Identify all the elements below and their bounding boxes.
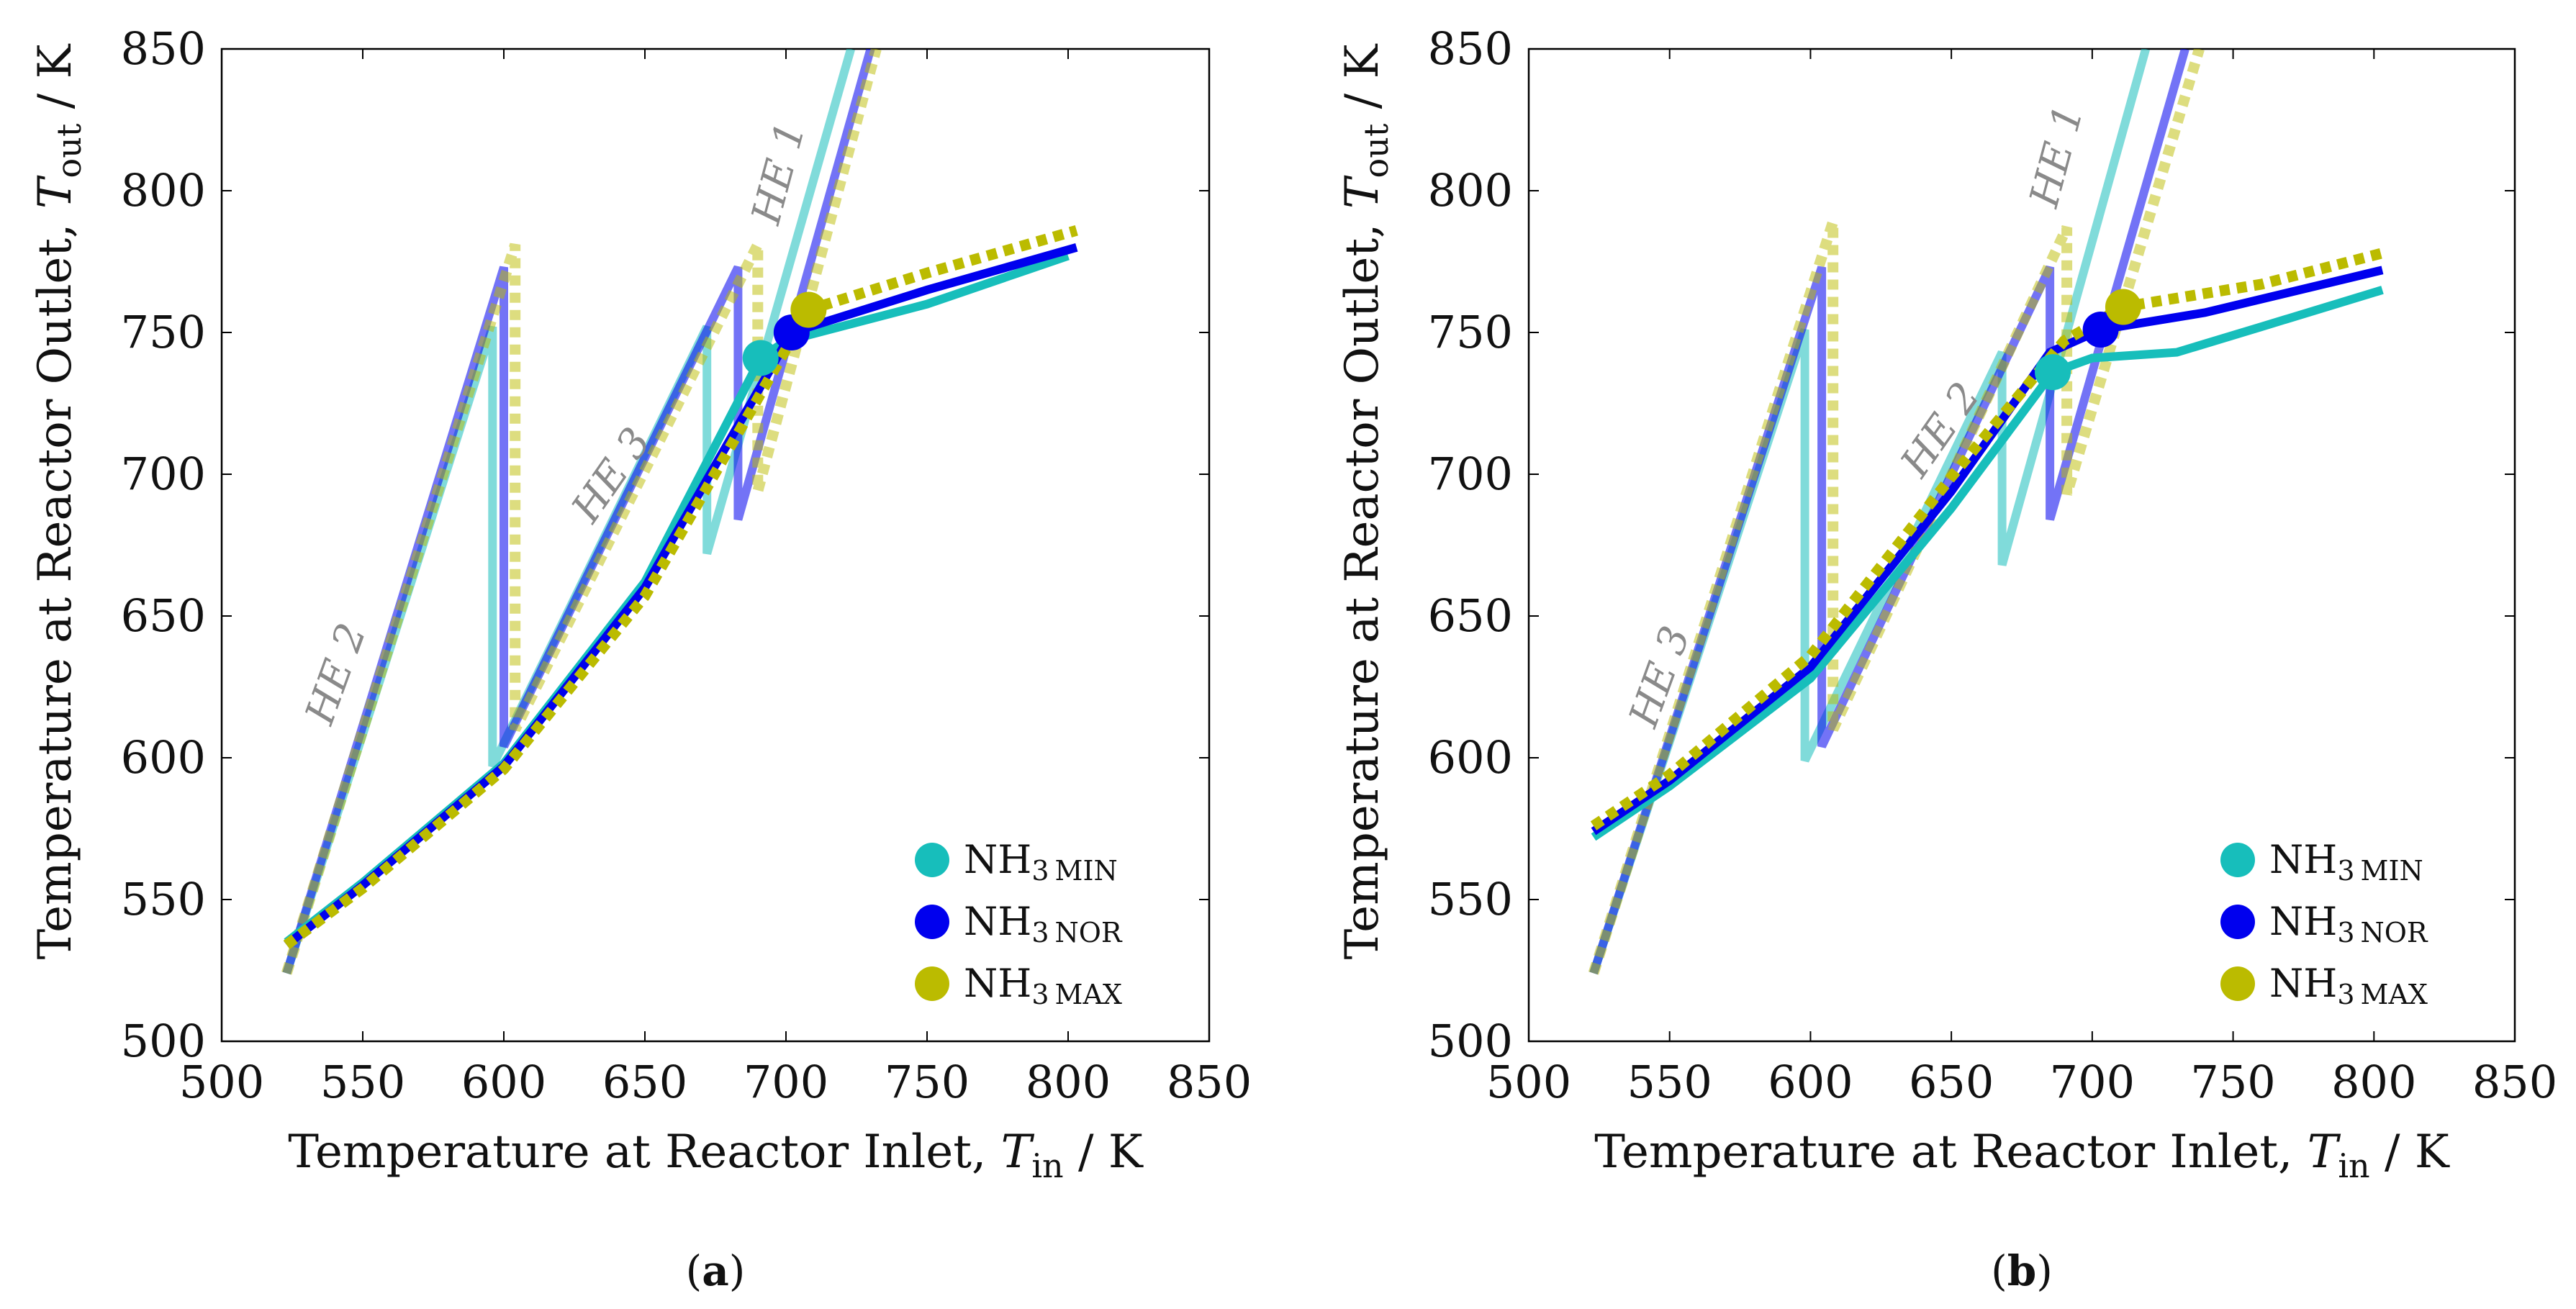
series-line-nh3-max-exchanger [281, 49, 882, 975]
legend-marker [915, 843, 949, 877]
legend-label: NH3 NOR [964, 899, 1123, 948]
x-tick-label: 550 [1627, 1056, 1712, 1108]
y-tick-label: 650 [121, 589, 206, 642]
x-tick-label: 700 [744, 1056, 828, 1108]
annotation-he-label: HE 1 [2020, 100, 2092, 212]
series-line-nh3-nor-reactor [1591, 266, 2384, 835]
legend-label: NH3 MIN [964, 837, 1118, 887]
plot-frame [1527, 47, 2516, 1043]
legend-label: NH3 MAX [964, 961, 1122, 1010]
series-line-nh3-nor-exchanger [1589, 49, 2189, 975]
series-group [281, 49, 1078, 975]
x-tick-label: 600 [1768, 1056, 1853, 1108]
operating-point-nh3-max [2105, 289, 2141, 325]
series-group [1588, 49, 2384, 975]
y-axis-label: Temperature at Reactor Outlet, Tout / K [29, 43, 89, 959]
x-tick-label: 500 [1486, 1056, 1571, 1108]
y-tick-label: 800 [121, 164, 206, 217]
x-tick-label: 700 [2050, 1056, 2135, 1108]
operating-point-nh3-nor [2082, 312, 2119, 348]
panel-label: (b) [1991, 1246, 2053, 1295]
y-tick-label: 850 [1428, 22, 1513, 75]
x-tick-label: 800 [1026, 1056, 1111, 1108]
annotation-he-label: HE 3 [562, 420, 660, 531]
series-line-nh3-max-reactor [1590, 248, 2384, 830]
y-tick-label: 750 [1428, 306, 1513, 358]
y-axis-label: Temperature at Reactor Outlet, Tout / K [1336, 43, 1396, 959]
legend-marker [2220, 966, 2255, 1001]
y-tick-label: 500 [121, 1015, 206, 1067]
operating-point-nh3-max [790, 291, 827, 328]
series-line-nh3-max-reactor [283, 225, 1078, 950]
y-tick-label: 550 [1428, 873, 1513, 925]
y-tick-label: 600 [121, 731, 206, 784]
x-tick-label: 650 [1909, 1056, 1994, 1108]
y-tick-label: 750 [121, 306, 206, 358]
x-tick-label: 650 [602, 1056, 687, 1108]
legend-label: NH3 MIN [2269, 837, 2423, 887]
x-tick-label: 750 [2190, 1056, 2275, 1108]
legend-label: NH3 MAX [2269, 961, 2428, 1010]
x-tick-label: 500 [179, 1056, 264, 1108]
y-tick-label: 500 [1428, 1015, 1513, 1067]
operating-point-nh3-min [742, 340, 779, 376]
x-tick-label: 800 [2331, 1056, 2416, 1108]
chart-panel-b: 500 550 600 650 700 750 800 850 500 550 600 650 700 7… [1336, 22, 2557, 1295]
y-tick-label: 650 [1428, 589, 1513, 642]
x-tick-label: 750 [885, 1056, 970, 1108]
panel-label: (a) [686, 1246, 746, 1295]
y-tick-label: 700 [121, 448, 206, 500]
legend-label: NH3 NOR [2269, 899, 2428, 948]
x-tick-label: 850 [2472, 1056, 2557, 1108]
plot-frame [220, 47, 1211, 1043]
x-tick-label: 550 [320, 1056, 405, 1108]
chart-panel-a: 500 550 600 650 700 750 800 850 500 550 600 650 700 7… [29, 22, 1252, 1295]
legend-marker [2220, 843, 2255, 877]
y-tick-label: 550 [121, 873, 206, 925]
x-tick-label: 600 [461, 1056, 546, 1108]
y-tick-label: 850 [121, 22, 206, 75]
y-tick-label: 600 [1428, 731, 1513, 784]
y-tick-label: 800 [1428, 164, 1513, 217]
x-axis-label: Temperature at Reactor Inlet, Tin / K [288, 1125, 1144, 1185]
x-axis-label: Temperature at Reactor Inlet, Tin / K [1594, 1125, 2450, 1185]
x-tick-label: 850 [1167, 1056, 1252, 1108]
legend-marker [2220, 905, 2255, 939]
y-tick-label: 700 [1428, 448, 1513, 500]
legend-marker [915, 966, 949, 1001]
operating-point-nh3-min [2035, 354, 2071, 391]
legend-marker [915, 905, 949, 939]
